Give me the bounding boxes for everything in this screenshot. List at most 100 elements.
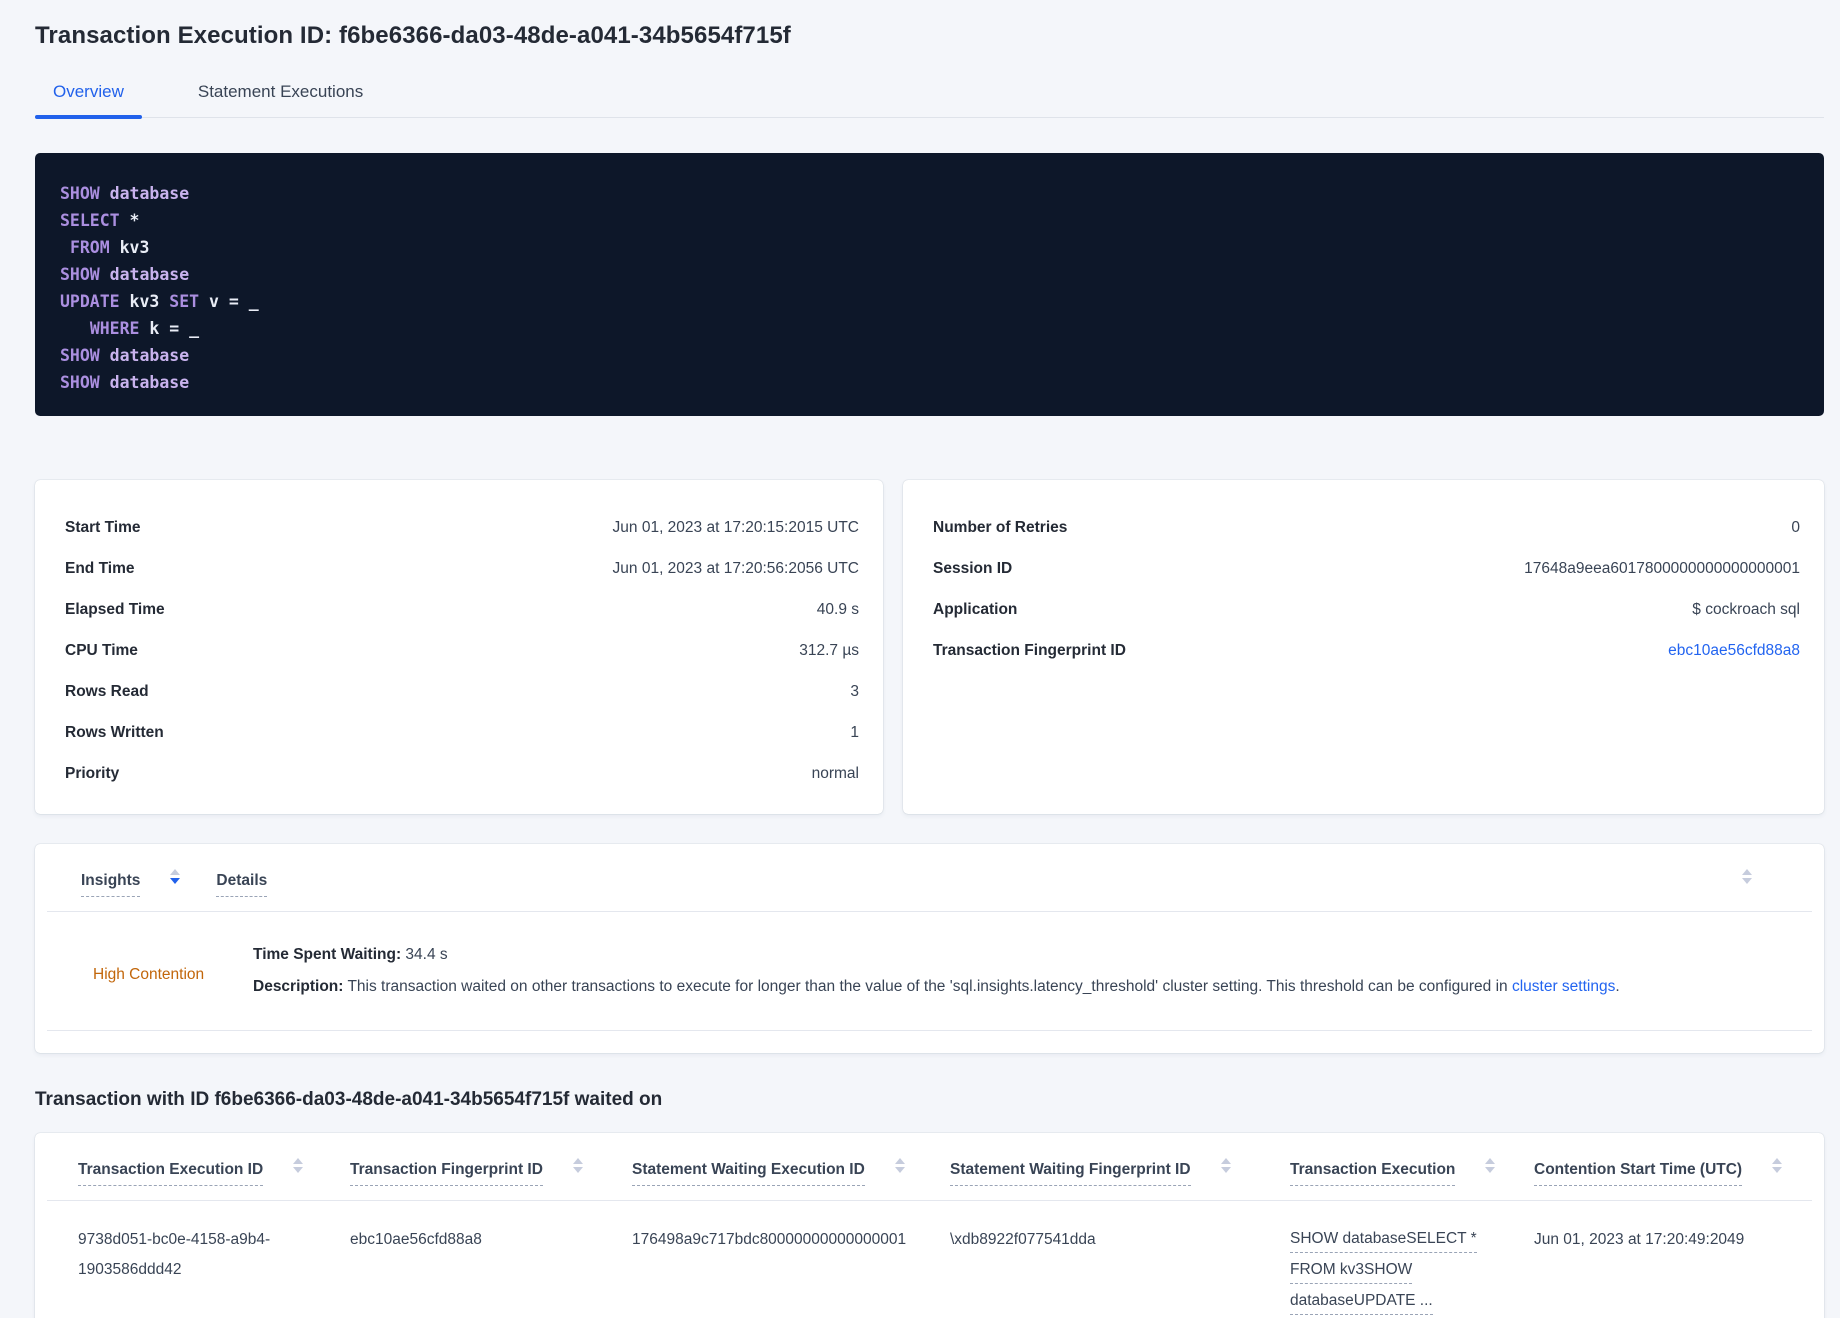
page-title: Transaction Execution ID: f6be6366-da03-…: [35, 22, 791, 49]
transaction-execution-line[interactable]: FROM kv3SHOW: [1290, 1256, 1413, 1284]
column-header-transaction-fingerprint-id: Transaction Fingerprint ID: [350, 1158, 632, 1186]
summary-value: 0: [1791, 519, 1800, 536]
summary-value: Jun 01, 2023 at 17:20:15:2015 UTC: [612, 519, 859, 536]
insight-details-cell: Time Spent Waiting: 34.4 s Description: …: [253, 942, 1752, 1000]
cell-transaction-execution-link[interactable]: SHOW databaseSELECT * FROM kv3SHOW datab…: [1290, 1225, 1534, 1318]
sql-line: FROM kv3: [60, 234, 1800, 261]
summary-label: Rows Read: [65, 683, 149, 700]
summary-row: Application $ cockroach sql: [933, 589, 1800, 630]
transaction-execution-line[interactable]: databaseUPDATE ...: [1290, 1287, 1433, 1315]
sql-line: SHOW database: [60, 369, 1800, 396]
tab-overview[interactable]: Overview: [35, 82, 142, 119]
sort-down-arrow-icon: [1772, 1167, 1783, 1173]
sort-icon[interactable]: [1220, 1158, 1231, 1173]
tab-statement-executions[interactable]: Statement Executions: [197, 82, 364, 101]
sql-statements-box: SHOW database SELECT * FROM kv3 SHOW datab…: [35, 153, 1824, 416]
sql-token: SET: [169, 292, 210, 311]
sql-token: kv3: [129, 292, 160, 311]
cell-transaction-execution-id: 9738d051-bc0e-4158-a9b4-1903586ddd42: [78, 1231, 271, 1278]
sql-token: SHOW: [60, 373, 110, 392]
divider: [47, 1200, 1812, 1201]
sort-icon[interactable]: [572, 1158, 583, 1173]
time-spent-waiting-line: Time Spent Waiting: 34.4 s: [253, 942, 1752, 968]
sql-token: SHOW: [60, 346, 110, 365]
summary-row: End Time Jun 01, 2023 at 17:20:56:2056 UT…: [65, 548, 859, 589]
summary-value: 312.7 µs: [799, 642, 859, 659]
table-row: 9738d051-bc0e-4158-a9b4-1903586ddd42 ebc…: [35, 1201, 1824, 1318]
sql-line: WHERE k = _: [60, 315, 1800, 342]
summary-value: Jun 01, 2023 at 17:20:56:2056 UTC: [612, 560, 859, 577]
time-spent-waiting-value: 34.4 s: [401, 946, 448, 963]
sort-down-arrow-icon: [170, 878, 181, 884]
transaction-execution-line[interactable]: SHOW databaseSELECT *: [1290, 1225, 1477, 1253]
summary-label: Session ID: [933, 560, 1013, 577]
sql-token: kv3: [119, 238, 150, 257]
column-header-statement-waiting-execution-id: Statement Waiting Execution ID: [632, 1158, 950, 1186]
sort-icon[interactable]: [1485, 1158, 1496, 1173]
column-header-statement-waiting-fingerprint-id: Statement Waiting Fingerprint ID: [950, 1158, 1290, 1186]
cluster-settings-link[interactable]: cluster settings: [1511, 978, 1616, 995]
summary-label: Rows Written: [65, 724, 164, 741]
execution-summary-card: Start Time Jun 01, 2023 at 17:20:15:2015 …: [35, 480, 883, 814]
sort-desc-icon[interactable]: [170, 869, 181, 884]
sql-token: =: [218, 292, 249, 311]
insight-type-label: High Contention: [93, 966, 205, 983]
summary-row: Session ID 17648a9eea60178000000000000000…: [933, 548, 1800, 589]
sort-down-arrow-icon: [572, 1167, 583, 1173]
column-header-details[interactable]: Details: [216, 872, 268, 897]
insight-row: High Contention Time Spent Waiting: 34.4…: [47, 912, 1812, 1031]
sql-token: [60, 319, 90, 338]
sql-token: k: [149, 319, 160, 338]
sql-token: [60, 238, 70, 257]
sort-icon[interactable]: [1772, 1158, 1783, 1173]
summary-row: Rows Read 3: [65, 671, 859, 712]
summary-label: Transaction Fingerprint ID: [933, 642, 1126, 659]
summary-label: Number of Retries: [933, 519, 1068, 536]
column-header-transaction-execution-id: Transaction Execution ID: [78, 1158, 350, 1186]
summary-value: 1: [850, 724, 859, 741]
cell-transaction-fingerprint-id: ebc10ae56cfd88a8: [350, 1231, 482, 1248]
sql-statements-code: SHOW database SELECT * FROM kv3 SHOW datab…: [60, 180, 1800, 396]
sort-up-arrow-icon: [894, 1158, 905, 1164]
sql-line: UPDATE kv3 SET v = _: [60, 288, 1800, 315]
summary-label: CPU Time: [65, 642, 138, 659]
sql-token: database: [109, 184, 190, 203]
sql-token: SHOW: [60, 184, 110, 203]
sql-token: database: [109, 346, 190, 365]
sort-icon[interactable]: [894, 1158, 905, 1173]
sql-token: v: [209, 292, 219, 311]
waited-on-table-card: Transaction Execution ID Transaction Fin…: [35, 1133, 1824, 1318]
summary-row: Rows Written 1: [65, 712, 859, 753]
sort-down-arrow-icon: [894, 1167, 905, 1173]
sql-line: SHOW database: [60, 180, 1800, 207]
column-header-insights[interactable]: Insights: [81, 872, 141, 897]
cell-statement-waiting-execution-id: 176498a9c717bdc80000000000000001: [632, 1231, 907, 1248]
sort-down-arrow-icon: [1485, 1167, 1496, 1173]
sql-line: SELECT *: [60, 207, 1800, 234]
transaction-meta-card: Number of Retries 0 Session ID 17648a9eea60…: [903, 480, 1824, 814]
sort-up-arrow-icon: [170, 869, 181, 875]
sort-up-arrow-icon: [1742, 869, 1752, 875]
waited-on-heading: Transaction with ID f6be6366-da03-48de-a…: [35, 1089, 663, 1110]
sql-token: _: [189, 319, 200, 338]
sql-token: SELECT: [60, 211, 130, 230]
transaction-meta-rows: Number of Retries 0 Session ID 17648a9eea60…: [933, 507, 1800, 671]
summary-label: End Time: [65, 560, 135, 577]
summary-value: normal: [811, 765, 859, 782]
sql-token: SHOW: [60, 265, 110, 284]
sql-token: FROM: [69, 238, 120, 257]
waited-on-table-header: Transaction Execution ID Transaction Fin…: [35, 1133, 1824, 1186]
sort-down-arrow-icon: [1742, 878, 1752, 884]
summary-label: Start Time: [65, 519, 141, 536]
sql-line: SHOW database: [60, 261, 1800, 288]
sort-down-arrow-icon: [293, 1167, 304, 1173]
divider: [47, 911, 1812, 912]
transaction-fingerprint-link[interactable]: ebc10ae56cfd88a8: [1668, 642, 1800, 659]
sort-icon[interactable]: [293, 1158, 304, 1173]
column-header-transaction-execution: Transaction Execution: [1290, 1158, 1534, 1186]
sort-icon[interactable]: [1742, 869, 1752, 884]
summary-row: Number of Retries 0: [933, 507, 1800, 548]
summary-row: Priority normal: [65, 753, 859, 794]
sort-up-arrow-icon: [293, 1158, 304, 1164]
